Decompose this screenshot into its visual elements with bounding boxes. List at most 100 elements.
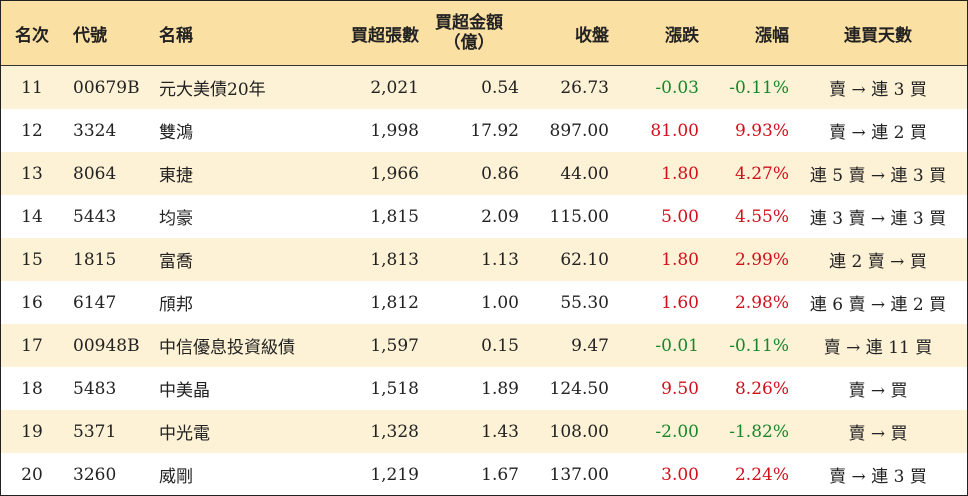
rank-cell: 20 bbox=[21, 464, 43, 485]
rank-cell: 11 bbox=[21, 77, 43, 98]
header-rank: 名次 bbox=[15, 25, 49, 46]
change-cell: 3.00 bbox=[661, 464, 699, 485]
table-row: 19 5371 中光電 1,328 1.43 108.00 -2.00 -1.82% 賣 → 買 bbox=[1, 410, 967, 453]
code-cell: 1815 bbox=[73, 249, 117, 270]
net-buy-amount-cell: 17.92 bbox=[470, 120, 519, 141]
rank-cell: 13 bbox=[21, 163, 43, 184]
table-row: 18 5483 中美晶 1,518 1.89 124.50 9.50 8.26% 賣 → 買 bbox=[1, 367, 967, 410]
change-pct-cell: 2.24% bbox=[734, 464, 789, 485]
change-cell: 1.60 bbox=[661, 292, 699, 313]
rank-cell: 18 bbox=[21, 378, 43, 399]
consecutive-days-cell: 連 3 賣 → 連 3 買 bbox=[809, 209, 947, 229]
net-buy-lots-cell: 1,597 bbox=[370, 335, 419, 356]
table-row: 15 1815 富喬 1,813 1.13 62.10 1.80 2.99% 連 2 賣 → 買 bbox=[1, 238, 967, 281]
change-pct-cell: -0.11% bbox=[729, 77, 789, 98]
net-buy-amount-cell: 0.15 bbox=[481, 335, 519, 356]
net-buy-lots-cell: 1,518 bbox=[370, 378, 419, 399]
code-cell: 3260 bbox=[73, 464, 117, 485]
change-pct-cell: 8.26% bbox=[734, 378, 789, 399]
header-net-buy-lots: 買超張數 bbox=[351, 25, 419, 46]
change-pct-cell: 2.98% bbox=[734, 292, 789, 313]
change-pct-cell: 9.93% bbox=[734, 120, 789, 141]
consecutive-days-cell: 賣 → 買 bbox=[848, 424, 908, 444]
name-cell: 元大美債20年 bbox=[159, 80, 266, 100]
name-cell: 威剛 bbox=[159, 467, 193, 487]
net-buy-amount-cell: 1.13 bbox=[481, 249, 519, 270]
close-price-cell: 124.50 bbox=[549, 378, 609, 399]
close-price-cell: 108.00 bbox=[549, 421, 609, 442]
rank-cell: 12 bbox=[21, 120, 43, 141]
change-pct-cell: 2.99% bbox=[734, 249, 789, 270]
change-cell: -0.01 bbox=[655, 335, 699, 356]
header-code: 代號 bbox=[73, 25, 107, 46]
name-cell: 富喬 bbox=[159, 252, 193, 272]
net-buy-amount-cell: 2.09 bbox=[481, 206, 519, 227]
rank-cell: 19 bbox=[21, 421, 43, 442]
table-row: 17 00948B 中信優息投資級債 1,597 0.15 9.47 -0.01 -0.11%… bbox=[1, 324, 967, 367]
consecutive-days-cell: 賣 → 連 3 買 bbox=[829, 467, 927, 487]
net-buy-amount-cell: 1.89 bbox=[481, 378, 519, 399]
net-buy-amount-cell: 1.00 bbox=[481, 292, 519, 313]
header-consecutive-days: 連買天數 bbox=[844, 25, 912, 46]
header-net-buy-amount-title: 買超金額 bbox=[435, 13, 503, 33]
header-change: 漲跌 bbox=[665, 25, 699, 46]
code-cell: 6147 bbox=[73, 292, 117, 313]
net-buy-amount-cell: 0.86 bbox=[481, 163, 519, 184]
net-buy-amount-cell: 1.67 bbox=[481, 464, 519, 485]
header-name: 名稱 bbox=[159, 25, 193, 46]
net-buy-amount-cell: 1.43 bbox=[481, 421, 519, 442]
consecutive-days-cell: 連 2 賣 → 買 bbox=[829, 252, 927, 272]
name-cell: 中信優息投資級債 bbox=[159, 338, 295, 358]
net-buy-lots-cell: 2,021 bbox=[370, 77, 419, 98]
rank-cell: 15 bbox=[21, 249, 43, 270]
change-cell: -2.00 bbox=[655, 421, 699, 442]
header-close: 收盤 bbox=[575, 25, 609, 46]
code-cell: 5371 bbox=[73, 421, 117, 442]
consecutive-days-cell: 連 6 賣 → 連 2 買 bbox=[809, 295, 947, 315]
rank-cell: 17 bbox=[21, 335, 43, 356]
change-pct-cell: 4.27% bbox=[734, 163, 789, 184]
net-buy-lots-cell: 1,815 bbox=[370, 206, 419, 227]
name-cell: 均豪 bbox=[159, 209, 193, 229]
name-cell: 東捷 bbox=[159, 166, 193, 186]
code-cell: 3324 bbox=[73, 120, 117, 141]
table-row: 11 00679B 元大美債20年 2,021 0.54 26.73 -0.03 -0.11%… bbox=[1, 66, 967, 109]
table-row: 12 3324 雙鴻 1,998 17.92 897.00 81.00 9.93% 賣 → 連 … bbox=[1, 109, 967, 152]
consecutive-days-cell: 賣 → 連 2 買 bbox=[829, 123, 927, 143]
header-change-pct: 漲幅 bbox=[755, 25, 789, 46]
name-cell: 頎邦 bbox=[159, 295, 193, 315]
change-pct-cell: -0.11% bbox=[729, 335, 789, 356]
consecutive-days-cell: 賣 → 連 11 買 bbox=[823, 338, 933, 358]
code-cell: 5483 bbox=[73, 378, 117, 399]
change-pct-cell: 4.55% bbox=[734, 206, 789, 227]
change-pct-cell: -1.82% bbox=[729, 421, 789, 442]
close-price-cell: 62.10 bbox=[560, 249, 609, 270]
code-cell: 00948B bbox=[73, 335, 140, 356]
header-net-buy-amount: 買超金額 （億） bbox=[419, 1, 519, 65]
code-cell: 5443 bbox=[73, 206, 117, 227]
close-price-cell: 44.00 bbox=[560, 163, 609, 184]
code-cell: 8064 bbox=[73, 163, 117, 184]
net-buy-lots-cell: 1,966 bbox=[370, 163, 419, 184]
consecutive-days-cell: 賣 → 連 3 買 bbox=[829, 80, 927, 100]
header-net-buy-amount-unit: （億） bbox=[443, 33, 495, 53]
name-cell: 中美晶 bbox=[159, 381, 210, 401]
table-header-row: 名次 代號 名稱 買超張數 買超金額 （億） 收盤 漲跌 漲幅 連買天數 bbox=[1, 1, 967, 66]
net-buy-lots-cell: 1,813 bbox=[370, 249, 419, 270]
consecutive-days-cell: 賣 → 買 bbox=[848, 381, 908, 401]
net-buy-lots-cell: 1,219 bbox=[370, 464, 419, 485]
close-price-cell: 115.00 bbox=[549, 206, 609, 227]
name-cell: 雙鴻 bbox=[159, 123, 193, 143]
close-price-cell: 55.30 bbox=[560, 292, 609, 313]
net-buy-lots-cell: 1,998 bbox=[370, 120, 419, 141]
name-cell: 中光電 bbox=[159, 424, 210, 444]
change-cell: 9.50 bbox=[661, 378, 699, 399]
table-row: 20 3260 威剛 1,219 1.67 137.00 3.00 2.24% 賣 → 連 3 … bbox=[1, 453, 967, 496]
net-buy-lots-cell: 1,328 bbox=[370, 421, 419, 442]
change-cell: 1.80 bbox=[661, 163, 699, 184]
table-row: 14 5443 均豪 1,815 2.09 115.00 5.00 4.55% 連 3 賣 → … bbox=[1, 195, 967, 238]
change-cell: -0.03 bbox=[655, 77, 699, 98]
change-cell: 5.00 bbox=[661, 206, 699, 227]
net-buy-amount-cell: 0.54 bbox=[481, 77, 519, 98]
